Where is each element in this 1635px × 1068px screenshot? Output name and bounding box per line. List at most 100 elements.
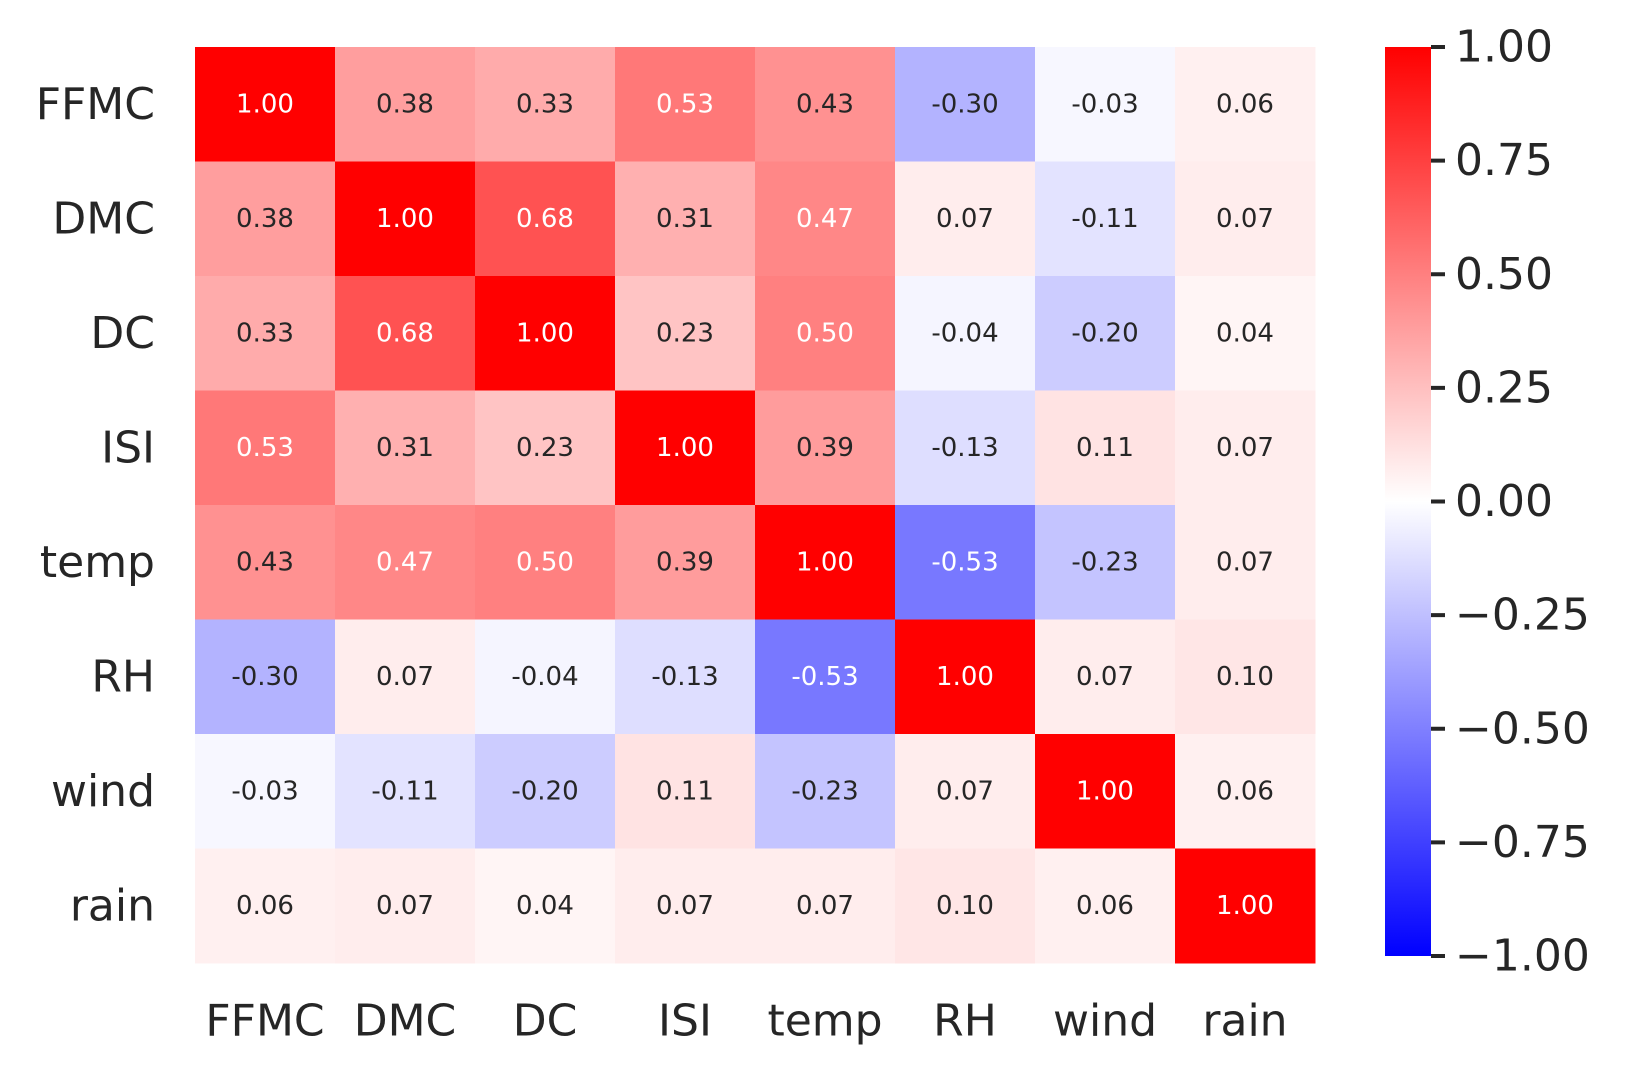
cell-value-label: 0.38 bbox=[236, 204, 294, 234]
cell-value-label: 1.00 bbox=[656, 433, 714, 463]
heatmap-cell-ISI-DMC bbox=[335, 390, 476, 506]
cell-value-label: 0.06 bbox=[1216, 776, 1274, 806]
colorbar-tick-label: −0.25 bbox=[1455, 590, 1590, 641]
heatmap-cells: 1.00 0.38 0.33 0.53 0.43 -0.30 -0.03 0.06 0.38 1.… bbox=[195, 47, 1316, 964]
heatmap-cell-rain-DMC bbox=[335, 848, 476, 964]
heatmap-cell-temp-FFMC bbox=[195, 505, 336, 620]
heatmap-cell-FFMC-DMC bbox=[335, 47, 476, 162]
cell-value-label: -0.30 bbox=[931, 89, 998, 119]
cell-value-label: 0.07 bbox=[796, 891, 854, 921]
column-label-wind: wind bbox=[1053, 996, 1157, 1047]
column-label-rain: rain bbox=[1202, 996, 1287, 1047]
column-label-DC: DC bbox=[513, 996, 578, 1047]
cell-value-label: 0.23 bbox=[656, 318, 714, 348]
heatmap-cell-rain-temp bbox=[755, 848, 896, 964]
heatmap-cell-temp-temp bbox=[755, 505, 896, 620]
cell-value-label: -0.23 bbox=[1071, 547, 1138, 577]
cell-value-label: 1.00 bbox=[236, 89, 294, 119]
cell-value-label: -0.20 bbox=[511, 776, 578, 806]
heatmap-cell-DMC-ISI bbox=[615, 161, 756, 277]
cell-value-label: 0.39 bbox=[796, 433, 854, 463]
cell-value-label: -0.53 bbox=[931, 547, 998, 577]
heatmap-cell-DMC-FFMC bbox=[195, 161, 336, 277]
heatmap-cell-wind-RH bbox=[895, 734, 1036, 849]
cell-value-label: 0.07 bbox=[1216, 547, 1274, 577]
heatmap-cell-RH-wind bbox=[1035, 619, 1176, 735]
cell-value-label: 1.00 bbox=[516, 318, 574, 348]
cell-value-label: -0.11 bbox=[1071, 204, 1138, 234]
column-label-RH: RH bbox=[933, 996, 997, 1047]
heatmap-cell-RH-DC bbox=[475, 619, 616, 735]
row-label-FFMC: FFMC bbox=[36, 79, 155, 130]
heatmap-cell-DC-DC bbox=[475, 276, 616, 391]
column-label-DMC: DMC bbox=[354, 996, 457, 1047]
cell-value-label: 0.10 bbox=[936, 891, 994, 921]
heatmap-cell-ISI-temp bbox=[755, 390, 896, 506]
colorbar-tick-label: 0.25 bbox=[1455, 362, 1553, 413]
heatmap-cell-FFMC-ISI bbox=[615, 47, 756, 162]
cell-value-label: -0.23 bbox=[791, 776, 858, 806]
heatmap-cell-rain-ISI bbox=[615, 848, 756, 964]
heatmap-cell-ISI-DC bbox=[475, 390, 616, 506]
cell-value-label: -0.53 bbox=[791, 662, 858, 692]
heatmap-cell-wind-DMC bbox=[335, 734, 476, 849]
heatmap-cell-RH-RH bbox=[895, 619, 1036, 735]
cell-value-label: 0.04 bbox=[1216, 318, 1274, 348]
heatmap-cell-temp-DMC bbox=[335, 505, 476, 620]
cell-value-label: 0.68 bbox=[516, 204, 574, 234]
cell-value-label: 0.06 bbox=[236, 891, 294, 921]
cell-value-label: 0.11 bbox=[1076, 433, 1134, 463]
cell-value-label: 0.07 bbox=[936, 776, 994, 806]
heatmap-cell-DMC-temp bbox=[755, 161, 896, 277]
cell-value-label: 0.07 bbox=[656, 891, 714, 921]
cell-value-label: 0.47 bbox=[376, 547, 434, 577]
cell-value-label: 0.53 bbox=[236, 433, 294, 463]
heatmap-cell-rain-FFMC bbox=[195, 848, 336, 964]
heatmap-cell-rain-DC bbox=[475, 848, 616, 964]
heatmap-cell-temp-rain bbox=[1175, 505, 1316, 620]
cell-value-label: 0.68 bbox=[376, 318, 434, 348]
cell-value-label: 0.10 bbox=[1216, 662, 1274, 692]
heatmap-cell-rain-rain bbox=[1175, 848, 1316, 964]
heatmap-cell-ISI-wind bbox=[1035, 390, 1176, 506]
heatmap-cell-rain-RH bbox=[895, 848, 1036, 964]
cell-value-label: -0.03 bbox=[1071, 89, 1138, 119]
heatmap-cell-rain-wind bbox=[1035, 848, 1176, 964]
heatmap-cell-wind-FFMC bbox=[195, 734, 336, 849]
cell-value-label: 0.43 bbox=[796, 89, 854, 119]
heatmap-cell-DC-rain bbox=[1175, 276, 1316, 391]
heatmap-cell-temp-ISI bbox=[615, 505, 756, 620]
heatmap-cell-FFMC-RH bbox=[895, 47, 1036, 162]
cell-value-label: 1.00 bbox=[376, 204, 434, 234]
colorbar-tick-label: −0.75 bbox=[1455, 817, 1590, 868]
cell-value-label: 1.00 bbox=[1076, 776, 1134, 806]
colorbar: 1.00 0.75 0.50 0.25 0.00 −0.25 −0.50 −0.75 −1.00 bbox=[1385, 22, 1590, 982]
heatmap-cell-DMC-wind bbox=[1035, 161, 1176, 277]
row-label-wind: wind bbox=[51, 766, 155, 817]
cell-value-label: 1.00 bbox=[796, 547, 854, 577]
cell-value-label: 0.07 bbox=[1216, 204, 1274, 234]
heatmap-cell-RH-rain bbox=[1175, 619, 1316, 735]
heatmap-cell-DC-FFMC bbox=[195, 276, 336, 391]
cell-value-label: 0.07 bbox=[376, 662, 434, 692]
row-label-temp: temp bbox=[40, 537, 155, 588]
heatmap-cell-wind-temp bbox=[755, 734, 896, 849]
cell-value-label: 0.07 bbox=[936, 204, 994, 234]
row-label-DC: DC bbox=[90, 308, 155, 359]
heatmap-cell-DC-ISI bbox=[615, 276, 756, 391]
cell-value-label: 0.33 bbox=[236, 318, 294, 348]
heatmap-cell-temp-RH bbox=[895, 505, 1036, 620]
column-labels: FFMC DMC DC ISI temp RH wind rain bbox=[205, 996, 1287, 1047]
heatmap-cell-ISI-ISI bbox=[615, 390, 756, 506]
heatmap-cell-DC-DMC bbox=[335, 276, 476, 391]
heatmap-cell-FFMC-temp bbox=[755, 47, 896, 162]
cell-value-label: 0.07 bbox=[1216, 433, 1274, 463]
cell-value-label: 0.31 bbox=[656, 204, 714, 234]
heatmap-cell-DMC-RH bbox=[895, 161, 1036, 277]
column-label-ISI: ISI bbox=[658, 996, 712, 1047]
heatmap-cell-ISI-FFMC bbox=[195, 390, 336, 506]
heatmap-cell-DC-RH bbox=[895, 276, 1036, 391]
heatmap-cell-temp-DC bbox=[475, 505, 616, 620]
cell-value-label: -0.04 bbox=[511, 662, 578, 692]
